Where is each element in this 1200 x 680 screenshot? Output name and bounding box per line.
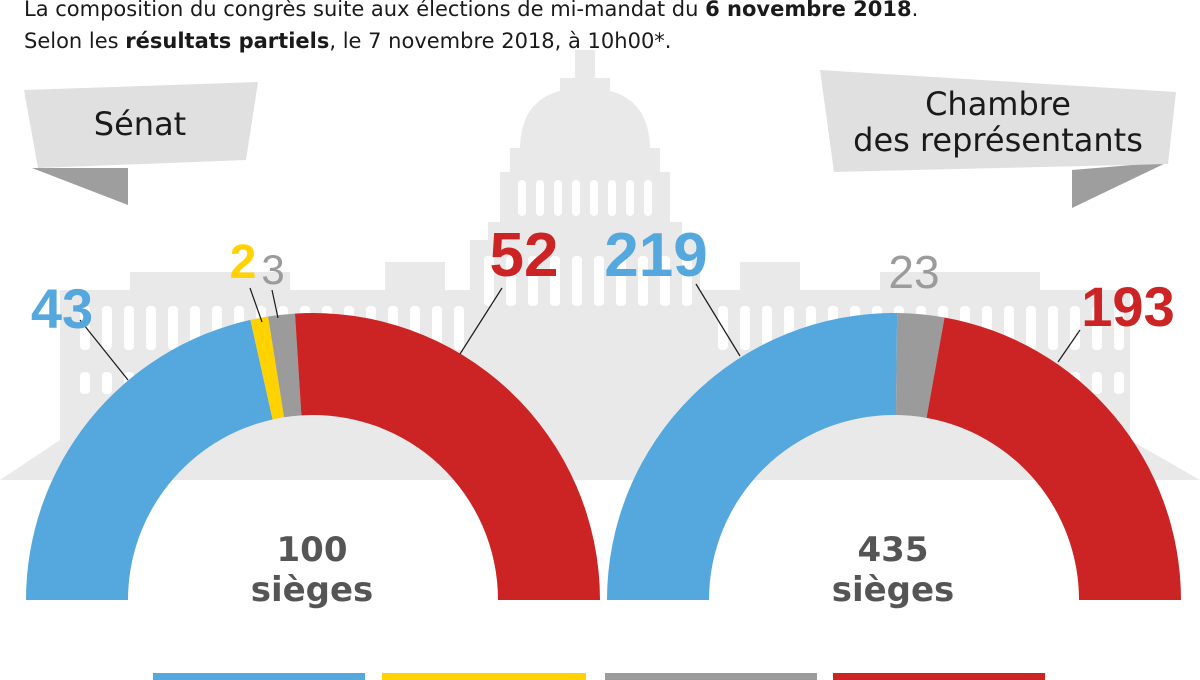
- house-undecided-value: 23: [888, 246, 939, 298]
- capitol-window: [1070, 306, 1080, 350]
- capitol-window: [608, 180, 616, 216]
- capitol-window: [740, 306, 750, 350]
- capitol-window: [616, 256, 626, 306]
- capitol-window: [432, 306, 442, 350]
- house-total-unit: sièges: [831, 570, 955, 610]
- capitol-window: [518, 180, 526, 216]
- senate-republican-value: 52: [490, 221, 559, 290]
- house-total-seats: 435 sièges: [783, 530, 1003, 610]
- house-republican-leader: [1057, 329, 1081, 363]
- legend-bar-yellow: [382, 673, 586, 680]
- capitol-window: [590, 180, 598, 216]
- senate-slice-2: [268, 313, 302, 418]
- senate-slice-3: [294, 313, 600, 600]
- house-democrat-leader: [695, 283, 741, 357]
- capitol-window: [1026, 306, 1036, 350]
- capitol-window: [80, 306, 90, 350]
- capitol-window: [762, 306, 772, 350]
- senate-title: Sénat: [93, 105, 187, 143]
- legend-bar-gray: [605, 673, 817, 680]
- senate-total-seats: 100 sièges: [202, 530, 422, 610]
- capitol-window: [80, 372, 90, 394]
- capitol-window: [1048, 306, 1058, 350]
- capitol-window: [536, 180, 544, 216]
- subtitle-line-2-end: , le 7 novembre 2018, à 10h00*.: [329, 29, 672, 53]
- capitol-window: [506, 256, 516, 306]
- capitol-window: [572, 180, 580, 216]
- house-republican-value: 193: [1081, 275, 1174, 338]
- senate-democrat-value: 43: [31, 277, 93, 340]
- capitol-window: [660, 256, 670, 306]
- capitol-window: [638, 256, 648, 306]
- senate-half-donut: [26, 313, 600, 600]
- house-slice-0: [607, 313, 898, 600]
- house-democrat-value: 219: [604, 221, 707, 290]
- senate-democrat-leader: [79, 319, 129, 381]
- subtitle-partial-results: résultats partiels: [125, 29, 330, 53]
- house-title-line-2: des représentants: [853, 121, 1143, 159]
- senate-independent-leader: [249, 287, 263, 323]
- capitol-window: [528, 256, 538, 306]
- subtitle-line-1-end: .: [911, 0, 919, 21]
- capitol-window: [1092, 306, 1102, 350]
- capitol-window: [102, 306, 112, 350]
- house-half-donut: [607, 313, 1181, 600]
- capitol-window: [454, 306, 464, 350]
- senate-independent-value: 2: [230, 236, 257, 289]
- senate-total-unit: sièges: [250, 570, 374, 610]
- house-total-number: 435: [857, 530, 929, 570]
- capitol-window: [644, 180, 652, 216]
- capitol-window: [124, 306, 134, 350]
- capitol-window: [146, 306, 156, 350]
- subtitle-line-1: La composition du congrès suite aux élec…: [24, 0, 918, 24]
- legend-bar-blue: [153, 673, 365, 680]
- house-slice-1: [896, 313, 945, 418]
- capitol-window: [1114, 306, 1124, 350]
- senate-republican-leader: [459, 287, 503, 355]
- capitol-window: [1092, 372, 1102, 394]
- capitol-window: [626, 180, 634, 216]
- capitol-window: [484, 256, 494, 306]
- subtitle-date: 6 novembre 2018: [705, 0, 912, 21]
- capitol-window: [1114, 372, 1124, 394]
- house-title: Chambre des représentants: [828, 86, 1168, 158]
- capitol-window: [102, 372, 112, 394]
- capitol-window: [550, 256, 560, 306]
- subtitle-line-1-text: La composition du congrès suite aux élec…: [24, 0, 706, 21]
- senate-slice-0: [26, 319, 273, 600]
- senate-undecided-value: 3: [261, 246, 284, 293]
- capitol-window: [572, 256, 582, 306]
- senate-total-number: 100: [276, 530, 348, 570]
- capitol-window: [168, 306, 178, 350]
- house-title-line-1: Chambre: [925, 85, 1071, 123]
- senate-undecided-leader: [271, 289, 279, 319]
- capitol-window: [682, 256, 692, 306]
- capitol-window: [594, 256, 604, 306]
- subtitle-line-2: Selon les résultats partiels, le 7 novem…: [24, 26, 672, 56]
- house-ribbon: [820, 70, 1176, 208]
- legend-bar-red: [833, 673, 1045, 680]
- senate-slice-1: [250, 316, 285, 420]
- subtitle-line-2-text: Selon les: [24, 29, 126, 53]
- senate-ribbon: [24, 82, 258, 205]
- capitol-window: [554, 180, 562, 216]
- house-slice-2: [926, 317, 1181, 600]
